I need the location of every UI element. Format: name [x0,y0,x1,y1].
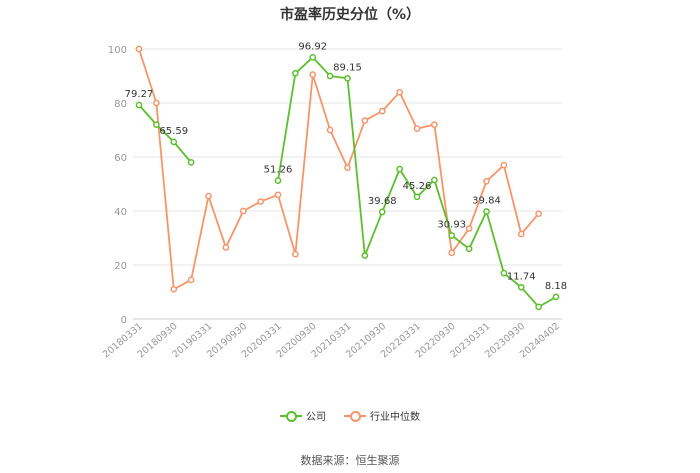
data-point-industry [378,107,386,115]
data-point-industry [239,207,247,215]
data-label: 51.26 [264,165,293,176]
data-point-industry [361,117,369,124]
data-point-industry [344,164,351,172]
series-line-company [138,104,192,163]
data-label: 79.27 [125,89,154,100]
data-point-industry [205,192,212,200]
legend-swatch-industry [344,410,366,422]
y-tick-label: 0 [121,315,127,326]
data-point-industry [448,249,456,257]
data-point-company [431,176,438,184]
data-point-industry [517,230,525,238]
data-label: 8.18 [545,281,567,292]
data-point-industry [170,285,178,293]
y-tick-label: 20 [114,261,127,272]
data-point-industry [431,121,438,128]
data-label: 65.59 [159,126,188,137]
legend-item-industry[interactable]: 行业中位数 [344,408,420,423]
data-point-company [500,269,508,277]
series-industry [135,45,542,293]
data-point-industry [535,210,542,218]
data-point-company [153,121,160,128]
data-label: 45.26 [403,181,432,192]
data-point-industry [396,88,403,96]
data-point-company [396,165,403,173]
data-point-company [361,252,369,259]
data-labels: 79.27 65.59 51.26 96.92 89.15 39.68 45.26 30.93… [125,41,567,292]
data-label: 89.15 [333,62,362,73]
data-point-industry [326,126,334,134]
data-point-industry [465,225,473,232]
data-point-industry [187,276,195,284]
data-point-company [135,101,143,109]
data-point-company [517,283,525,291]
legend: 公司 行业中位数 [0,408,700,423]
legend-label-company: 公司 [306,412,326,423]
series-company [135,53,560,311]
legend-item-company[interactable]: 公司 [280,408,326,423]
data-point-company [170,138,178,146]
data-point-company [535,303,542,311]
data-point-industry [309,71,317,79]
data-point-industry [135,45,143,53]
data-point-company [292,69,299,77]
data-point-company [309,53,317,61]
legend-label-industry: 行业中位数 [370,412,420,423]
data-point-company [552,293,560,301]
data-point-industry [257,198,264,205]
data-point-company [187,159,195,166]
grid-lines [133,48,562,320]
data-point-company [413,193,421,201]
x-axis: 2018033120180930201903312019093020200331… [101,321,562,361]
y-tick-label: 80 [114,99,127,110]
data-label: 39.68 [368,196,397,207]
y-axis: 0 20 40 60 80 100 [108,45,127,326]
y-tick-label: 100 [108,45,127,56]
data-label: 30.93 [437,219,466,230]
chart-title: 市盈率历史分位（%） [279,7,421,23]
data-label: 39.84 [472,195,501,206]
data-label: 11.74 [507,271,536,282]
data-point-company [326,72,334,80]
y-tick-label: 40 [114,207,127,218]
data-label: 96.92 [298,41,327,52]
data-point-industry [413,125,421,132]
line-chart: 0 20 40 60 80 100 201803312018093020190331201… [101,41,567,361]
data-point-company [344,74,351,82]
data-point-company [483,208,490,215]
y-tick-label: 60 [114,153,127,164]
series-line-industry [138,48,540,291]
data-point-company [465,245,473,253]
data-point-company [448,232,456,239]
data-point-company [378,208,386,216]
data-point-company [274,177,282,184]
data-point-industry [153,99,160,107]
legend-swatch-company [280,410,302,422]
data-point-industry [222,244,230,251]
data-point-industry [292,250,299,258]
data-point-industry [274,191,282,199]
data-point-industry [483,177,490,185]
data-source: 数据来源：恒生聚源 [300,454,400,467]
data-point-industry [500,161,508,169]
